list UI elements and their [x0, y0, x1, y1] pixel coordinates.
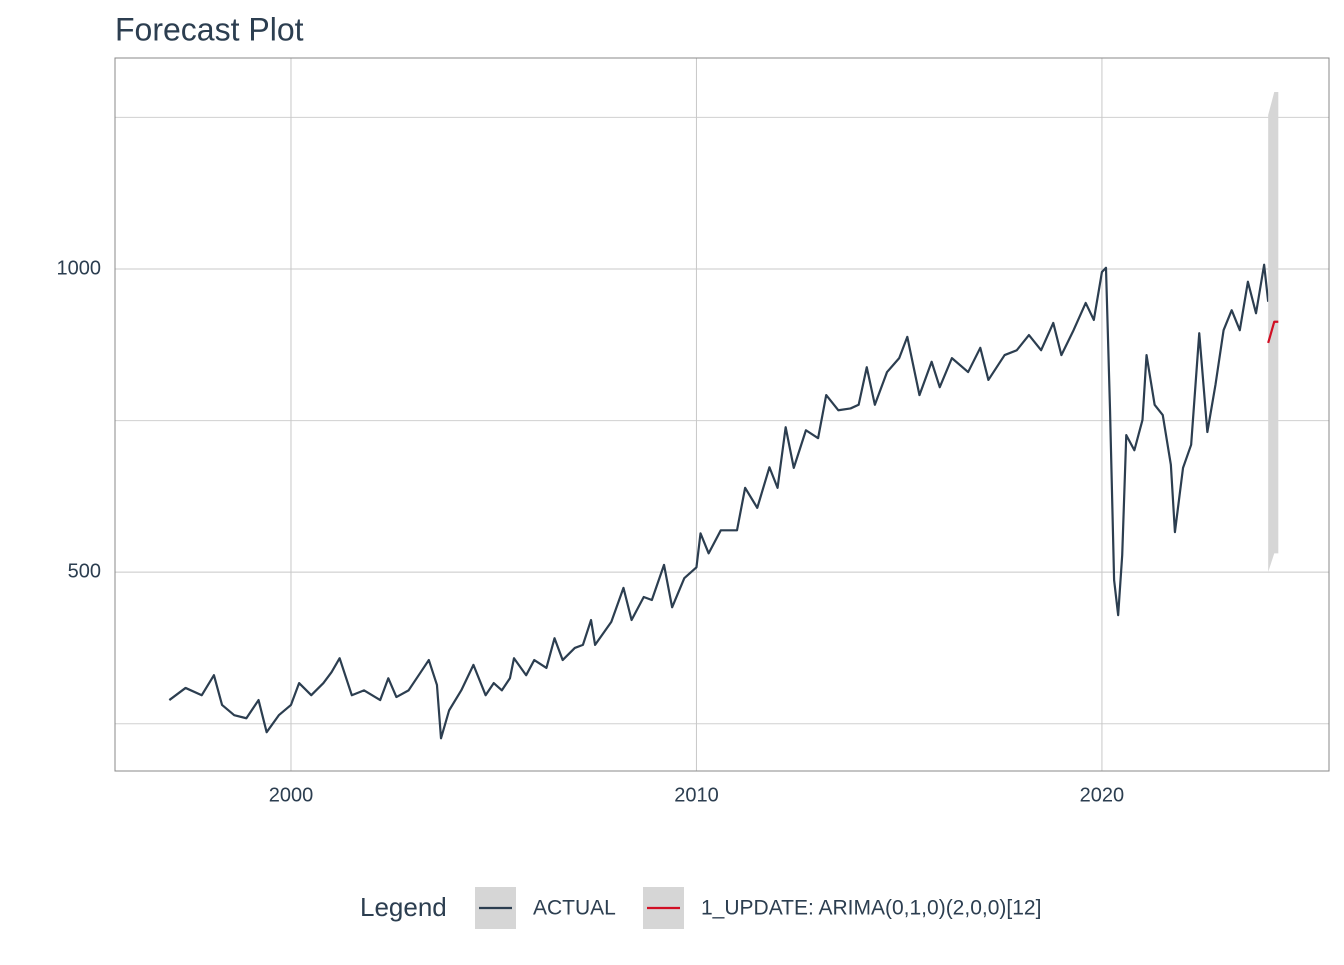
legend-label: ACTUAL — [533, 897, 616, 920]
plot-border — [114, 57, 1330, 772]
legend-label: 1_UPDATE: ARIMA(0,1,0)(2,0,0)[12] — [701, 897, 1041, 920]
y-tick-label: 1000 — [57, 257, 102, 279]
x-tick-label: 2000 — [269, 784, 314, 806]
chart-title: Forecast Plot — [115, 11, 304, 47]
data-line — [1267, 320, 1279, 344]
data-line — [168, 263, 1270, 740]
x-tick-label: 2020 — [1080, 784, 1125, 806]
legend-title: Legend — [360, 892, 447, 922]
y-tick-label: 500 — [68, 560, 101, 582]
x-tick-label: 2010 — [674, 784, 719, 806]
confidence-band — [1268, 91, 1279, 573]
